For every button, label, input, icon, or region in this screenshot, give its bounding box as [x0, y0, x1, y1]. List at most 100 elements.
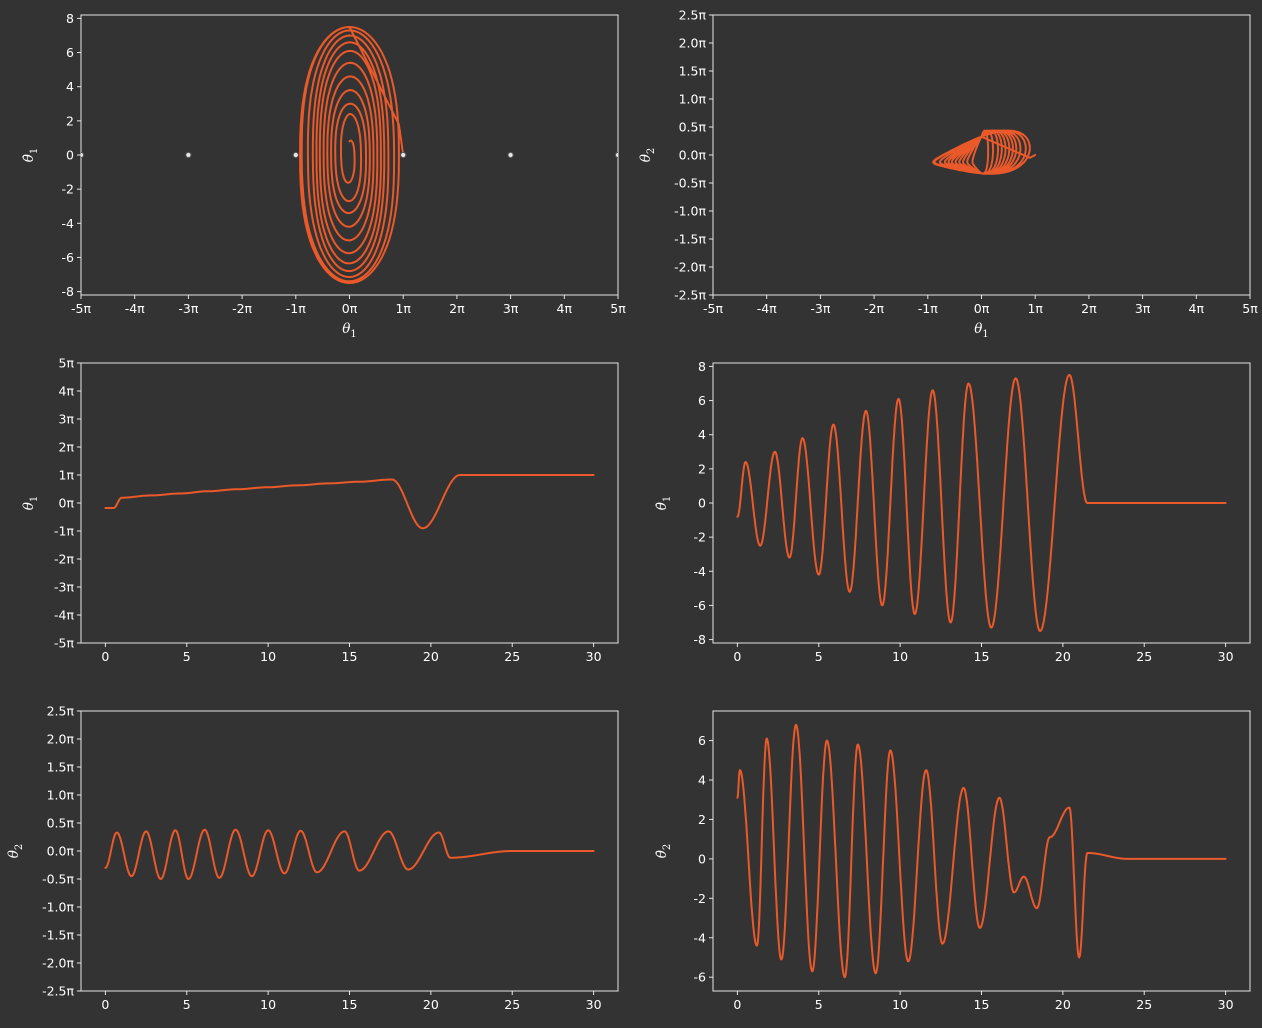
y-tick-label: -6: [62, 250, 75, 265]
x-tick-label: 0π: [342, 301, 358, 316]
x-tick-label: 25: [504, 997, 520, 1012]
equilibrium-point: [400, 151, 407, 159]
y-tick-label: 0.0π: [47, 844, 75, 859]
chart-theta1-time: 0 5 10 15 20 25 30 -5π -4π -3π -2π -1π 0π 1π 2π 3π 4π 5π θ…: [21, 356, 619, 664]
y-tick-label: 6: [698, 733, 706, 748]
x-axis-label: θ1: [342, 321, 357, 340]
time-series-line: [104, 828, 595, 880]
y-axis-label: θ2: [638, 148, 657, 163]
x-axis-label: θ1: [974, 321, 989, 340]
y-tick-label: 2: [698, 812, 706, 827]
x-tick-label: 5: [815, 997, 823, 1012]
x-tick-label: -4π: [757, 301, 777, 316]
x-tick-label: -2π: [864, 301, 884, 316]
x-tick-label: -3π: [178, 301, 198, 316]
y-tick-label: 1.5π: [679, 64, 707, 79]
x-tick-label: 20: [1055, 997, 1071, 1012]
y-tick-label: -1π: [54, 524, 74, 539]
phase-trajectory-line: [299, 26, 405, 284]
x-tick-label: 1π: [1027, 301, 1043, 316]
y-tick-label: 2.0π: [47, 732, 75, 747]
x-tick-label: 20: [1055, 649, 1071, 664]
y-tick-label: 0: [698, 851, 706, 866]
y-tick-label: 0π: [59, 496, 75, 511]
y-tick-label: 8: [698, 359, 706, 374]
x-tick-label: -5π: [71, 301, 91, 316]
y-tick-label: -6: [694, 970, 707, 985]
y-tick-label: -2: [62, 182, 74, 197]
y-tick-label: -2: [694, 891, 706, 906]
y-tick-label: 8: [66, 11, 74, 26]
y-tick-label: 0: [66, 148, 74, 163]
x-tick-label: 3π: [503, 301, 519, 316]
x-tick-label: 5π: [610, 301, 626, 316]
x-tick-label: 25: [1136, 649, 1152, 664]
y-tick-label: 2π: [59, 440, 75, 455]
y-tick-label: -1.0π: [42, 900, 74, 915]
y-tick-label: -2π: [54, 552, 74, 567]
y-tick-label: 2.0π: [679, 36, 707, 51]
x-tick-label: 0: [101, 649, 109, 664]
y-tick-label: 2: [698, 461, 706, 476]
y-tick-label: 2.5π: [679, 8, 707, 23]
y-tick-label: 0.5π: [679, 120, 707, 135]
chart-theta1dot-time: 0 5 10 15 20 25 30 -8 -6 -4 -2 0 2 4 6 8 θ̇1: [654, 359, 1251, 664]
chart-phase-theta2: -5π -4π -3π -2π -1π 0π 1π 2π 3π 4π 5π -2.5π -2.0π -1.…: [638, 8, 1258, 341]
y-tick-label: -2.5π: [42, 984, 74, 999]
y-tick-label: 1.0π: [47, 788, 75, 803]
x-tick-label: 10: [892, 997, 908, 1012]
equilibrium-point: [614, 151, 618, 159]
y-tick-label: -4: [694, 564, 707, 579]
equilibrium-point: [507, 151, 514, 159]
x-tick-label: 10: [260, 649, 276, 664]
y-tick-label: 6: [66, 45, 74, 60]
chart-theta2dot-time: 0 5 10 15 20 25 30 -6 -4 -2 0 2 4 6 θ̇2: [654, 710, 1251, 1012]
x-tick-label: 0: [733, 997, 741, 1012]
x-tick-label: -2π: [232, 301, 252, 316]
x-tick-label: 10: [260, 997, 276, 1012]
y-tick-label: -2.0π: [674, 260, 706, 275]
x-tick-label: 5: [815, 649, 823, 664]
y-tick-label: -2.0π: [42, 956, 74, 971]
x-tick-label: 15: [974, 649, 990, 664]
x-tick-label: 2π: [449, 301, 465, 316]
x-tick-label: -1π: [918, 301, 938, 316]
x-tick-label: 30: [586, 997, 602, 1012]
equilibrium-point: [185, 151, 192, 159]
y-axis-label: θ̇1: [654, 496, 673, 511]
y-tick-label: -2: [694, 530, 706, 545]
x-tick-label: 5: [183, 649, 191, 664]
y-tick-label: -8: [62, 284, 75, 299]
x-tick-label: 30: [586, 649, 602, 664]
x-tick-label: -3π: [810, 301, 830, 316]
y-tick-label: -3π: [54, 580, 74, 595]
y-tick-label: -4: [62, 216, 75, 231]
y-tick-label: -2.5π: [674, 288, 706, 303]
time-series-line: [736, 374, 1227, 632]
x-tick-label: -1π: [286, 301, 306, 316]
x-tick-label: 25: [1136, 997, 1152, 1012]
y-tick-label: 4: [698, 427, 706, 442]
x-tick-label: 5: [183, 997, 191, 1012]
x-tick-label: 0: [101, 997, 109, 1012]
x-tick-label: 20: [423, 997, 439, 1012]
y-tick-label: 5π: [59, 356, 75, 371]
y-tick-label: 3π: [59, 412, 75, 427]
x-tick-label: 1π: [395, 301, 411, 316]
phase-trajectory-line: [932, 129, 1037, 175]
equilibrium-point: [81, 151, 85, 159]
y-tick-label: -0.5π: [42, 872, 74, 887]
chart-phase-theta1: -5π -4π -3π -2π -1π 0π 1π 2π 3π 4π 5π -8 -6 -4 -2 0 2 4 6 8…: [21, 11, 626, 340]
y-tick-label: -1.5π: [42, 928, 74, 943]
plot-frame: [712, 14, 1251, 296]
x-tick-label: 3π: [1135, 301, 1151, 316]
y-tick-label: 4π: [59, 384, 75, 399]
y-tick-label: -0.5π: [674, 176, 706, 191]
y-tick-label: 0.5π: [47, 816, 75, 831]
y-tick-label: 0: [698, 496, 706, 511]
x-tick-label: 20: [423, 649, 439, 664]
y-tick-label: -1.5π: [674, 232, 706, 247]
y-tick-label: -4π: [54, 608, 74, 623]
chart-theta2-time: 0 5 10 15 20 25 30 -2.5π -2.0π -1.5π -1.0π -0.5π 0.0…: [6, 704, 619, 1012]
